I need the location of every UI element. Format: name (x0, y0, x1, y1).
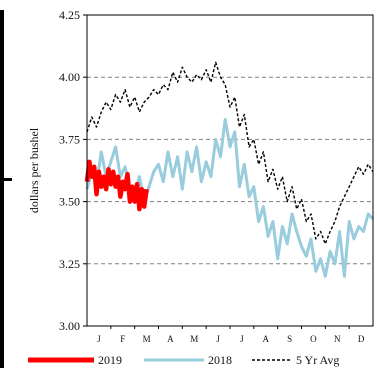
x-month-label: A (167, 334, 174, 344)
y-tick-label: 3.50 (59, 195, 80, 209)
x-month-label: N (334, 334, 341, 344)
plot-area-frame (86, 14, 374, 327)
y-tick-label: 3.75 (59, 132, 80, 146)
x-month-label: O (310, 334, 317, 344)
y-tick-label: 3.00 (59, 319, 80, 333)
x-month-label: M (143, 334, 151, 344)
x-month-label: F (120, 334, 125, 344)
x-month-label: J (97, 334, 101, 344)
legend-label-2018: 2018 (208, 353, 232, 367)
x-month-label: J (216, 334, 220, 344)
x-month-label: S (287, 334, 292, 344)
legend-label-5yr-avg: 5 Yr Avg (296, 353, 339, 367)
legend: 2019 2018 5 Yr Avg (28, 353, 339, 367)
x-month-label: M (190, 334, 198, 344)
x-month-label: A (263, 334, 270, 344)
x-month-label: D (358, 334, 365, 344)
x-month-label: J (240, 334, 244, 344)
left-border-rule (0, 10, 4, 368)
left-border-tick (0, 178, 12, 181)
y-axis-ticks: 3.00 3.25 3.50 3.75 4.00 4.25 (59, 8, 87, 333)
y-axis-title: dollars per bushel (27, 127, 41, 213)
y-tick-label: 4.00 (59, 70, 80, 84)
series-line-5-yr-avg (86, 61, 374, 245)
y-tick-label: 4.25 (59, 8, 80, 22)
legend-label-2019: 2019 (98, 353, 122, 367)
series-line-2019 (84, 159, 149, 212)
series-layer (84, 61, 375, 278)
y-tick-label: 3.25 (59, 257, 80, 271)
